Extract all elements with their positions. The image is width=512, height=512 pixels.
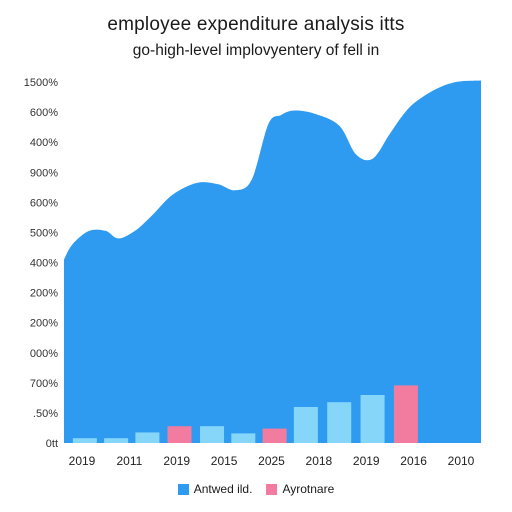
legend-swatch-area [177,483,189,495]
y-tick-label-12: 1500% [24,77,58,89]
y-tick-label-11: 600% [30,107,58,119]
x-tick-label-0: 2019 [69,454,96,468]
chart-legend: Antwed ild. Ayrotnare [0,482,512,496]
legend-label-area: Antwed ild. [193,482,253,496]
legend-item-area: Antwed ild. [177,482,253,496]
chart-subtitle: go-high-level implovyentery of fell in [132,42,380,59]
x-tick-label-7: 2016 [400,454,427,468]
x-tick-label-6: 2019 [353,454,380,468]
y-tick-label-8: 600% [30,197,58,209]
y-tick-label-0: 0tt [46,438,58,450]
y-tick-label-4: 200% [30,318,58,330]
x-tick-label-8: 2010 [448,454,475,468]
area-series-fill [64,80,481,443]
x-tick-label-2: 2019 [163,454,190,468]
y-tick-label-1: .50% [33,408,58,420]
y-tick-label-3: 000% [30,348,58,360]
legend-label-pink: Ayrotnare [282,482,335,496]
y-tick-label-7: 500% [30,227,58,239]
bar-0 [72,438,97,443]
y-tick-label-5: 200% [30,288,58,300]
x-tick-label-4: 2025 [258,454,285,468]
bar-6 [262,428,287,443]
x-tick-label-1: 2011 [116,454,142,468]
y-tick-label-9: 900% [30,167,58,179]
bar-3 [167,426,192,443]
bar-9 [360,395,385,443]
legend-item-pink: Ayrotnare [266,482,334,496]
bar-10 [393,385,418,443]
bar-8 [327,402,352,443]
y-tick-label-2: 700% [30,378,58,390]
bar-7 [293,407,318,443]
legend-swatch-pink [266,483,278,495]
chart-title: employee expenditure analysis itts [107,14,405,35]
x-tick-label-5: 2018 [306,454,333,468]
x-tick-label-3: 2015 [211,454,238,468]
bar-4 [200,426,225,443]
bar-5 [231,433,256,443]
bar-1 [104,438,129,443]
y-tick-label-6: 400% [30,258,58,270]
y-tick-label-10: 400% [30,137,58,149]
bar-2 [135,432,160,443]
